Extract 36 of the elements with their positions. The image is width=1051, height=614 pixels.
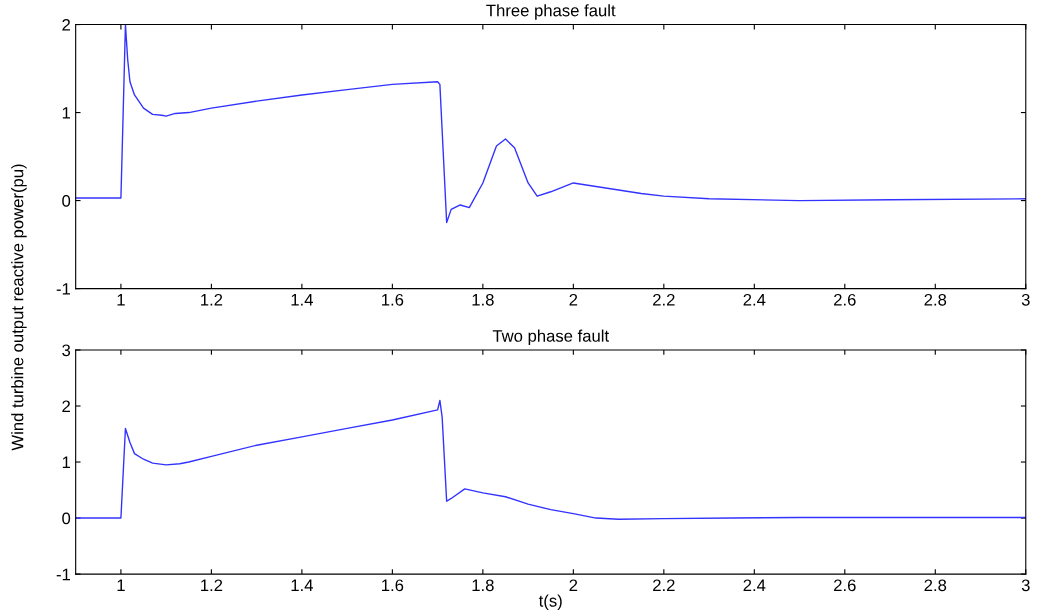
y-tick-label: 2 <box>62 400 70 413</box>
x-tick-label: 2.4 <box>743 579 766 592</box>
x-tick-label: 2.6 <box>834 579 856 592</box>
y-tick-label: 3 <box>62 344 71 357</box>
x-tick-label: 3 <box>1021 579 1030 592</box>
x-tick-label: 1 <box>117 579 125 592</box>
x-tick-label: 1 <box>117 294 125 306</box>
x-tick-label: 1.4 <box>291 579 313 592</box>
x-tick-label: 1.8 <box>472 579 494 592</box>
x-tick-label: 1.6 <box>382 579 404 592</box>
x-tick-label: 2.2 <box>653 579 675 592</box>
y-tick-label: -1 <box>56 568 70 581</box>
x-tick-label: 2 <box>569 293 578 306</box>
y-axis-title: Wind turbine output reactive power(pu) <box>11 164 27 451</box>
x-axis-title: t(s) <box>538 594 562 611</box>
x-tick-label: 2.8 <box>924 293 947 306</box>
x-tick-label: 3 <box>1021 293 1030 306</box>
x-tick-label: 2.6 <box>834 293 856 306</box>
x-tick-label: 1.4 <box>291 294 313 306</box>
x-tick-label: 1.2 <box>201 293 223 306</box>
x-tick-label: 2 <box>569 579 578 592</box>
x-tick-label: 1.6 <box>382 293 404 306</box>
chart-title: Three phase fault <box>486 4 616 20</box>
y-tick-label: 2 <box>62 18 70 31</box>
chart-title: Two phase fault <box>492 329 609 346</box>
x-tick-label: 1.8 <box>472 293 494 306</box>
y-tick-label: 0 <box>62 512 71 525</box>
x-tick-label: 2.4 <box>743 293 766 306</box>
y-tick-label: 1 <box>62 107 70 119</box>
x-tick-label: 2.2 <box>653 293 675 306</box>
y-tick-label: -1 <box>56 283 70 295</box>
y-tick-label: 1 <box>62 456 70 469</box>
x-tick-label: 1.2 <box>201 579 223 592</box>
y-tick-label: 0 <box>62 194 71 207</box>
line-series <box>75 399 1026 520</box>
x-tick-label: 2.8 <box>924 579 947 592</box>
